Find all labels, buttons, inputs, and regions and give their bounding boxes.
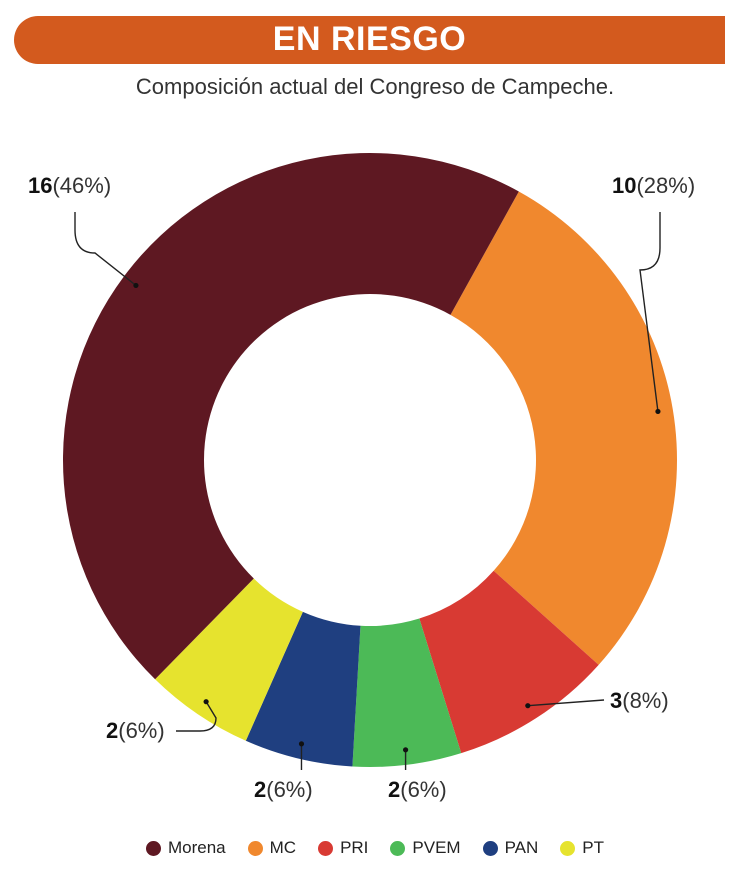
slice-pt bbox=[155, 578, 303, 741]
leader-line-morena bbox=[74, 212, 137, 286]
leader-dot-pri bbox=[525, 703, 531, 709]
legend: Morena MC PRI PVEM PAN PT bbox=[0, 838, 750, 858]
data-label-mc: 10(28%) bbox=[612, 173, 695, 198]
slice-labels: 10(28%) 3(8%) 2(6%) 2(6%) 2(6%) 16(46%) bbox=[28, 173, 695, 802]
slice-pri bbox=[419, 570, 599, 754]
legend-swatch bbox=[482, 840, 498, 856]
legend-swatch bbox=[560, 840, 576, 856]
legend-item-mc: MC bbox=[247, 838, 297, 858]
legend-swatch bbox=[318, 840, 334, 856]
leader-line-pri bbox=[527, 699, 605, 707]
data-label-morena: 16(46%) bbox=[28, 173, 111, 198]
data-label-pvem: 2(6%) bbox=[388, 777, 447, 802]
data-label-pan: 2(6%) bbox=[254, 777, 313, 802]
legend-label: PRI bbox=[340, 838, 369, 857]
legend-label: MC bbox=[269, 838, 297, 857]
legend-item-morena: Morena bbox=[145, 838, 226, 858]
slice-pan bbox=[245, 611, 361, 767]
label-leader-lines bbox=[74, 212, 661, 770]
leader-line-pt bbox=[176, 701, 217, 732]
slice-pvem bbox=[352, 618, 462, 768]
legend-swatch bbox=[390, 840, 406, 856]
leader-dot-pvem bbox=[402, 747, 409, 753]
legend-item-pan: PAN bbox=[482, 838, 539, 858]
slice-mc bbox=[450, 191, 677, 665]
leader-dot-morena bbox=[133, 282, 139, 289]
legend-item-pt: PT bbox=[560, 838, 604, 858]
legend-label: PAN bbox=[504, 838, 539, 857]
leader-dot-pan bbox=[298, 741, 305, 747]
legend-swatch bbox=[247, 840, 263, 856]
slice-morena bbox=[63, 153, 519, 680]
legend-swatch bbox=[145, 840, 161, 856]
leader-dot-mc bbox=[655, 408, 661, 415]
donut-slices bbox=[63, 153, 677, 768]
chart-subtitle: Composición actual del Congreso de Campe… bbox=[135, 74, 615, 99]
leader-dot-pt bbox=[203, 699, 209, 705]
donut-chart: 10(28%) 3(8%) 2(6%) 2(6%) 2(6%) 16(46%) bbox=[28, 153, 695, 802]
legend-item-pri: PRI bbox=[318, 838, 368, 858]
chart-title: EN RIESGO bbox=[272, 20, 467, 58]
data-label-pt: 2(6%) bbox=[106, 718, 165, 743]
data-label-pri: 3(8%) bbox=[610, 688, 669, 713]
leader-line-mc bbox=[639, 212, 661, 412]
legend-label: PVEM bbox=[412, 838, 461, 857]
title-banner: EN RIESGO bbox=[14, 16, 725, 64]
legend-label: PT bbox=[582, 838, 605, 857]
legend-item-pvem: PVEM bbox=[390, 838, 461, 858]
legend-label: Morena bbox=[167, 838, 226, 857]
